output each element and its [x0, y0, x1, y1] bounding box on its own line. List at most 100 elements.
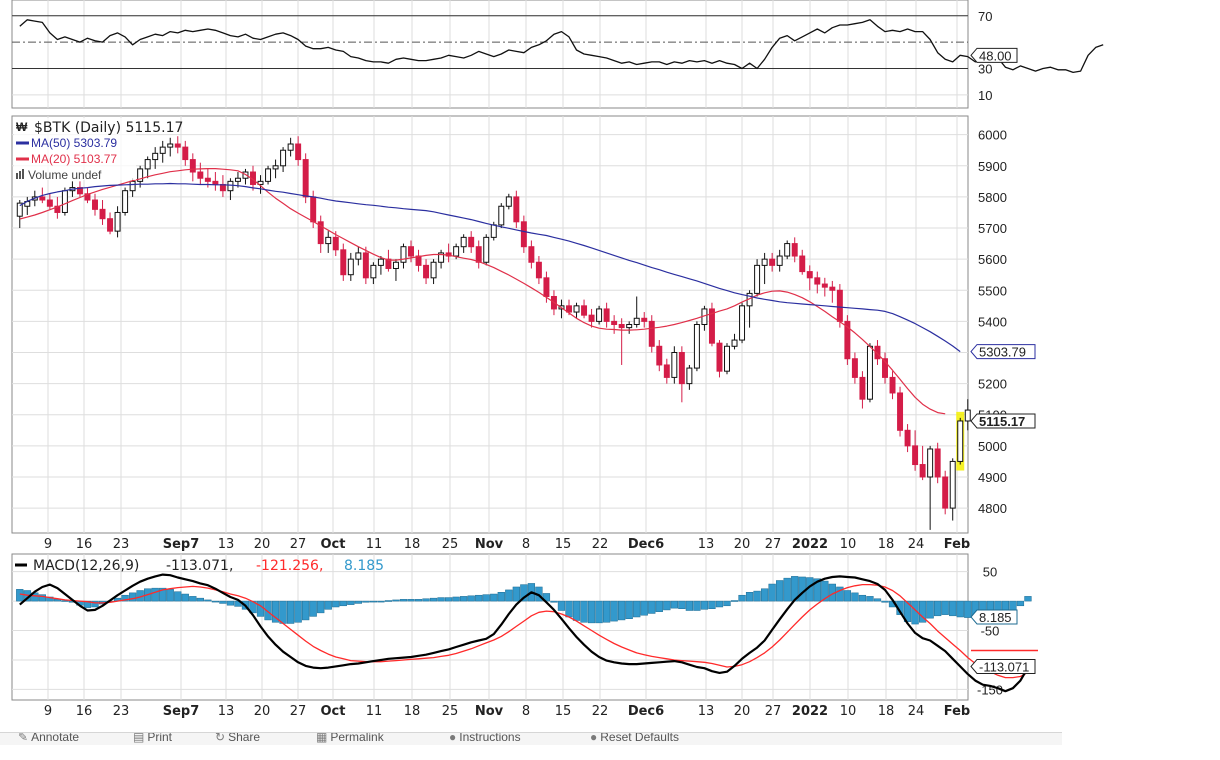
candle-body	[265, 168, 272, 182]
macd-histogram-bar	[565, 600, 573, 618]
price-tick-label: 5900	[978, 159, 1007, 174]
candle-body	[513, 196, 520, 223]
candle-body	[340, 249, 347, 276]
reset-button[interactable]: ● Reset Defaults	[590, 733, 679, 744]
macd-histogram-bar	[460, 596, 468, 602]
candle-body	[581, 305, 588, 316]
print-label: Print	[147, 732, 173, 744]
macd-histogram-bar	[332, 600, 340, 608]
histogram-current-label: 8.185	[979, 610, 1012, 625]
candle-body	[724, 345, 730, 372]
candle-body	[656, 345, 663, 366]
price-x-label: 13	[698, 537, 715, 552]
volume-icon-bar	[19, 171, 21, 179]
macd-histogram-bar	[151, 587, 159, 602]
macd-histogram-bar	[873, 598, 882, 602]
ma50-legend-label: MA(50) 5303.79	[31, 136, 117, 150]
price-tick-label: 5000	[978, 439, 1007, 454]
macd-title: MACD(12,26,9)	[33, 558, 139, 574]
price-x-label: 27	[290, 537, 307, 552]
candle-body	[859, 376, 866, 400]
price-x-label: 18	[404, 537, 421, 552]
macd-histogram-bar	[926, 600, 934, 619]
macd-histogram-bar	[693, 600, 701, 611]
macd-x-label: Dec6	[628, 704, 664, 719]
macd-histogram-bar	[964, 600, 972, 618]
candle-body	[99, 208, 106, 220]
macd-histogram-bar	[580, 600, 588, 623]
macd-histogram-bar	[475, 594, 483, 602]
price-x-label: 11	[366, 537, 383, 552]
candle-body	[490, 224, 497, 238]
macd-histogram-bar	[512, 586, 520, 602]
candle-body	[919, 464, 926, 478]
macd-signal-line	[19, 583, 1029, 679]
price-x-label: 27	[765, 537, 782, 552]
permalink-button[interactable]: ▦ Permalink	[316, 733, 384, 744]
candle-body	[806, 271, 813, 279]
candle-body	[468, 236, 475, 248]
candle-body	[761, 258, 768, 266]
macd-histogram-bar	[776, 580, 784, 602]
macd-x-label: 16	[76, 704, 93, 719]
candle-body	[107, 218, 114, 232]
candle-body	[904, 429, 911, 447]
macd-histogram-bar	[655, 600, 663, 612]
rsi-tick-label: 30	[978, 61, 992, 76]
rsi-tick-label: 70	[978, 9, 992, 24]
macd-histogram-bar	[294, 600, 302, 623]
macd-x-label: 8	[522, 704, 530, 719]
candle-body	[122, 190, 129, 213]
macd-histogram-bar	[317, 600, 325, 614]
price-x-label: 22	[592, 537, 609, 552]
macd-histogram-bar	[550, 600, 558, 603]
candle-body	[317, 221, 324, 245]
macd-histogram-bar	[384, 600, 393, 602]
macd-x-label: 18	[878, 704, 895, 719]
macd-x-label: 20	[734, 704, 751, 719]
macd-histogram-bar	[159, 587, 167, 602]
annotate-button[interactable]: ✎ Annotate	[18, 732, 80, 744]
price-current-label: 5115.17	[979, 414, 1025, 429]
price-x-label: 25	[442, 537, 459, 552]
price-frame	[11, 115, 969, 534]
candle-body	[739, 305, 746, 341]
candle-body	[295, 143, 302, 161]
macd-histogram-bar	[956, 600, 964, 618]
candle-body	[144, 159, 151, 170]
candle-body	[573, 305, 580, 313]
candle-body	[332, 236, 339, 251]
candle-body	[754, 264, 761, 294]
candle-body	[897, 392, 904, 431]
candle-body	[76, 187, 83, 195]
candle-body	[633, 317, 640, 326]
macd-histogram-bar	[219, 600, 227, 604]
macd-x-label: 13	[218, 704, 235, 719]
macd-histogram-bar	[520, 584, 528, 602]
price-tick-label: 4800	[978, 501, 1007, 516]
print-button[interactable]: ▤ Print	[133, 732, 173, 744]
candle-body	[438, 252, 445, 263]
candle-body	[611, 320, 618, 326]
ma50-line	[19, 182, 961, 353]
share-button[interactable]: ↻ Share	[215, 733, 260, 744]
candle-body	[174, 143, 181, 148]
rsi-line	[19, 19, 1104, 74]
candle-body	[400, 246, 407, 263]
macd-histogram-bar	[181, 593, 189, 602]
macd-panel: 50 -50 -150 MACD(12,26,9) -113.071, -121.256,…	[11, 553, 1038, 701]
macd-tick-label: -150	[977, 682, 1003, 697]
candle-body	[949, 460, 956, 509]
macd-histogram-bar	[866, 596, 874, 602]
instructions-button[interactable]: ● Instructions	[449, 733, 521, 744]
candle-body	[129, 180, 136, 192]
macd-histogram-bar	[587, 600, 596, 624]
macd-histogram-bar	[256, 600, 265, 617]
candle-body	[272, 165, 279, 170]
macd-histogram-bar	[708, 600, 716, 610]
candle-body	[626, 324, 633, 329]
annotate-label: Annotate	[31, 732, 80, 744]
macd-histogram-bar	[369, 600, 378, 603]
macd-x-label: Sep7	[163, 704, 200, 719]
macd-histogram-bar	[760, 588, 769, 602]
